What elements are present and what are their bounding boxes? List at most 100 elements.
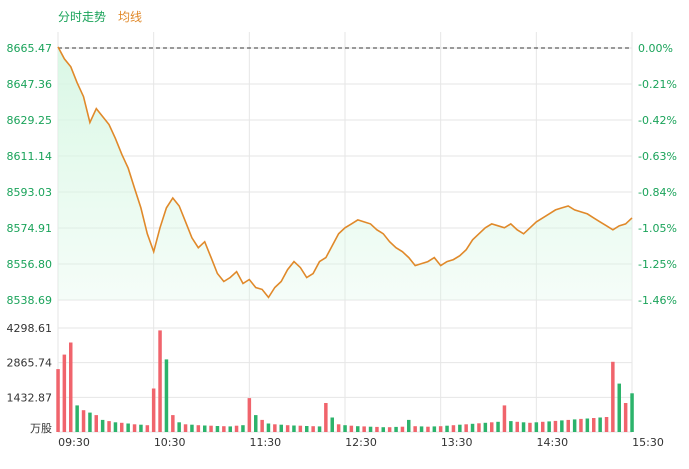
- price-tick-label: 8538.69: [7, 294, 53, 307]
- volume-bar: [100, 419, 105, 432]
- volume-bar: [413, 426, 417, 432]
- volume-bar: [630, 393, 634, 432]
- price-tick-label: 8665.47: [7, 42, 53, 55]
- volume-bar: [241, 425, 245, 432]
- volume-bar: [585, 418, 590, 432]
- volume-bar: [69, 342, 73, 432]
- volume-bar: [183, 424, 188, 432]
- volume-bar: [196, 425, 201, 432]
- volume-bar: [604, 417, 609, 432]
- volume-bar: [126, 423, 130, 432]
- volume-bar: [362, 426, 366, 432]
- volume-bar: [75, 405, 79, 432]
- volume-bar: [215, 426, 220, 432]
- volume-bar: [177, 422, 181, 432]
- volume-bar: [171, 415, 175, 432]
- volume-bar: [120, 422, 124, 432]
- x-tick-label: 15:30: [632, 436, 664, 449]
- volume-bar: [579, 418, 583, 432]
- volume-bar: [343, 425, 347, 432]
- volume-bar: [426, 426, 430, 432]
- volume-bar: [247, 398, 252, 432]
- price-tick-label: 8593.03: [7, 186, 53, 199]
- volume-bar: [305, 426, 309, 432]
- volume-bar: [145, 425, 150, 432]
- volume-bar: [279, 424, 283, 432]
- volume-bar: [445, 425, 449, 432]
- volume-bar: [266, 423, 271, 432]
- volume-bar: [611, 361, 615, 432]
- volume-bar: [617, 383, 621, 432]
- volume-bar: [88, 412, 92, 432]
- legend-avg-label: 均线: [118, 10, 143, 24]
- volume-bar: [528, 422, 532, 432]
- volume-tick-label: 2865.74: [7, 357, 53, 370]
- price-line: [57, 46, 633, 299]
- price-area: [58, 46, 632, 301]
- volume-bar: [356, 426, 360, 432]
- volume-bar: [151, 388, 156, 432]
- volume-bar: [234, 425, 239, 432]
- volume-bar: [432, 426, 437, 432]
- x-tick-label: 12:30: [345, 436, 377, 449]
- volume-bar: [470, 423, 475, 432]
- volume-bar: [502, 405, 507, 432]
- volume-bar: [368, 426, 373, 432]
- volume-bar: [222, 426, 226, 432]
- volume-bar: [560, 420, 564, 432]
- volume-bar: [592, 418, 596, 432]
- x-tick-label: 13:30: [441, 436, 473, 449]
- price-tick-label: 8611.14: [7, 150, 53, 163]
- volume-bar: [547, 421, 551, 432]
- volume-bar: [394, 426, 398, 432]
- volume-bar: [273, 424, 277, 432]
- volume-unit-label: 万股: [30, 422, 52, 435]
- price-tick-label: 8574.91: [7, 222, 53, 235]
- pct-tick-label: -0.63%: [638, 150, 677, 163]
- volume-bar: [298, 425, 303, 432]
- volume-bar: [311, 426, 315, 432]
- volume-bar: [349, 425, 354, 432]
- volume-bar: [158, 330, 162, 432]
- volume-bar: [209, 425, 213, 432]
- volume-bar: [438, 426, 443, 432]
- volume-bar: [541, 421, 545, 432]
- volume-bar: [553, 420, 558, 432]
- volume-bar: [451, 425, 456, 432]
- volume-bar: [566, 419, 570, 432]
- pct-tick-label: -1.46%: [638, 294, 677, 307]
- pct-tick-label: -1.25%: [638, 258, 677, 271]
- volume-bar: [62, 354, 67, 432]
- price-tick-label: 8556.80: [7, 258, 53, 271]
- volume-bar: [515, 421, 519, 432]
- volume-bar: [483, 422, 488, 432]
- volume-bar: [139, 424, 143, 432]
- volume-bar: [94, 415, 98, 432]
- volume-bar: [419, 426, 424, 432]
- volume-bar: [458, 424, 462, 432]
- volume-bar: [572, 419, 577, 432]
- volume-bar: [190, 424, 194, 432]
- pct-tick-label: -0.21%: [638, 78, 677, 91]
- volume-bar: [623, 403, 628, 432]
- volume-bar: [534, 422, 539, 432]
- volume-bar: [381, 427, 385, 432]
- volume-bar: [317, 426, 322, 432]
- volume-bar: [81, 410, 86, 432]
- pct-tick-label: -0.84%: [638, 186, 677, 199]
- volume-bar: [509, 421, 513, 432]
- volume-bar: [285, 425, 290, 432]
- pct-tick-label: -0.42%: [638, 114, 677, 127]
- volume-bar: [56, 369, 60, 432]
- volume-bar: [132, 424, 137, 432]
- volume-bar: [164, 359, 169, 432]
- volume-bar: [113, 422, 118, 432]
- volume-bar: [324, 403, 328, 432]
- volume-bar: [496, 421, 500, 432]
- pct-tick-label: 0.00%: [638, 42, 673, 55]
- volume-bar: [292, 425, 296, 432]
- volume-bar: [228, 426, 232, 432]
- volume-bar: [407, 419, 411, 432]
- pct-tick-label: -1.05%: [638, 222, 677, 235]
